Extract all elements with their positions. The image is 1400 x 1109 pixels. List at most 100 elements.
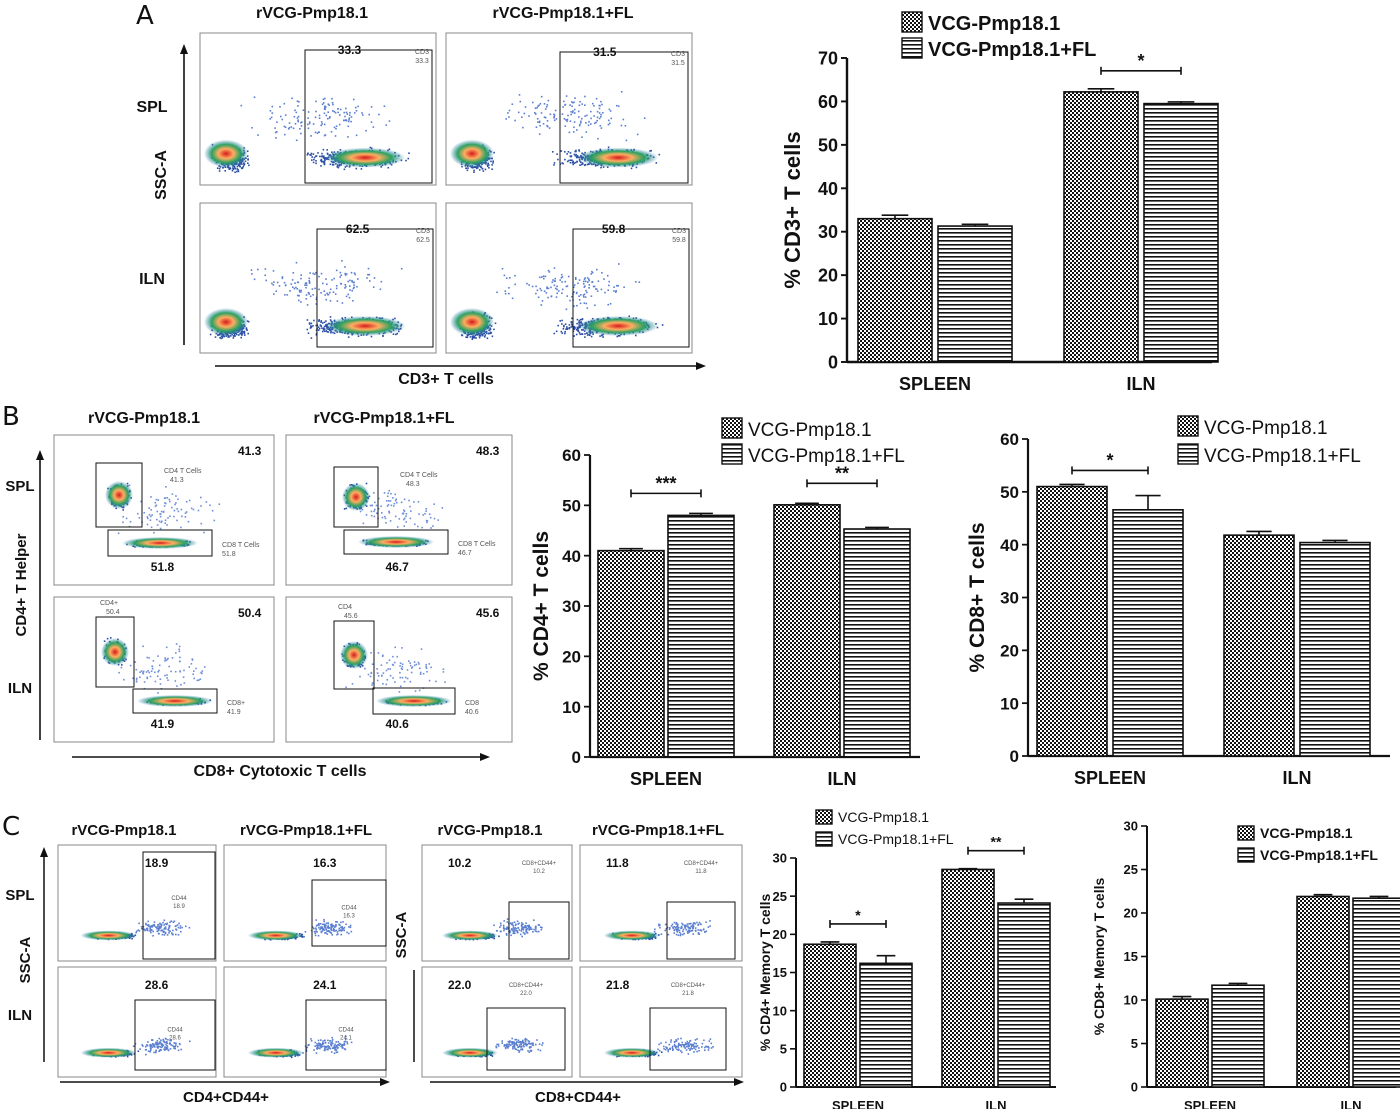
event-dot — [488, 167, 490, 169]
event-dot — [546, 286, 548, 288]
event-dot — [310, 135, 312, 137]
event-dot — [370, 121, 373, 123]
event-dot — [581, 333, 583, 335]
event-dot — [243, 332, 246, 335]
event-dot — [601, 103, 603, 106]
event-dot — [564, 125, 567, 127]
event-dot — [288, 126, 291, 129]
event-dot — [320, 155, 323, 158]
panel-letter-a: A — [136, 1, 154, 31]
event-dot — [522, 126, 524, 129]
event-dot — [571, 295, 573, 298]
event-dot — [564, 332, 566, 335]
event-dot — [251, 273, 253, 275]
event-dot — [344, 287, 346, 289]
event-dot — [598, 112, 601, 114]
event-dot — [578, 160, 581, 162]
event-dot — [314, 287, 316, 290]
event-dot — [327, 331, 330, 333]
event-dot — [310, 337, 313, 339]
event-dot — [326, 331, 329, 333]
event-dot — [236, 170, 238, 173]
event-dot — [539, 103, 542, 105]
event-dot — [578, 321, 580, 323]
event-dot — [304, 282, 307, 285]
event-dot — [237, 170, 240, 173]
event-dot — [322, 329, 325, 331]
event-dot — [466, 169, 469, 172]
event-dot — [184, 512, 187, 514]
event-dot — [318, 288, 320, 291]
event-dot — [489, 331, 492, 334]
density-hotspot — [578, 147, 659, 168]
event-dot — [492, 162, 494, 164]
event-dot — [600, 116, 602, 118]
event-dot — [187, 520, 190, 523]
event-dot — [630, 167, 633, 170]
event-dot — [493, 151, 495, 154]
event-dot — [574, 97, 576, 99]
event-dot — [561, 292, 563, 294]
event-dot — [578, 279, 581, 281]
event-dot — [305, 298, 308, 300]
event-dot — [335, 269, 338, 272]
event-dot — [578, 116, 580, 118]
event-dot — [615, 290, 617, 292]
event-dot — [560, 150, 563, 152]
event-dot — [351, 281, 353, 283]
density-hotspot — [450, 308, 494, 336]
event-dot — [336, 165, 339, 168]
event-dot — [333, 332, 336, 335]
event-dot — [269, 110, 272, 112]
event-dot — [593, 105, 595, 107]
event-dot — [271, 282, 273, 285]
event-dot — [159, 513, 162, 515]
event-dot — [396, 332, 398, 335]
event-dot — [157, 499, 159, 501]
event-dot — [658, 153, 661, 156]
event-dot — [265, 279, 267, 282]
event-dot — [395, 333, 397, 336]
gate-tag: CD3 — [671, 51, 685, 58]
event-dot — [325, 278, 327, 280]
event-dot — [473, 171, 475, 173]
event-dot — [318, 320, 320, 322]
event-dot — [588, 287, 590, 289]
event-dot — [320, 325, 322, 327]
event-dot — [125, 517, 128, 520]
event-dot — [574, 276, 577, 279]
event-dot — [320, 272, 323, 275]
event-dot — [507, 112, 509, 114]
event-dot — [295, 139, 298, 142]
event-dot — [345, 295, 348, 298]
event-dot — [579, 294, 582, 296]
event-dot — [308, 281, 311, 283]
event-dot — [552, 279, 554, 281]
event-dot — [554, 287, 557, 290]
event-dot — [160, 510, 163, 513]
event-dot — [320, 121, 323, 123]
event-dot — [585, 122, 587, 124]
event-dot — [607, 289, 609, 291]
event-dot — [514, 283, 516, 286]
event-dot — [590, 110, 592, 113]
event-dot — [575, 153, 577, 156]
event-dot — [586, 334, 589, 336]
event-dot — [545, 292, 548, 294]
event-dot — [344, 119, 347, 122]
event-dot — [607, 123, 610, 126]
event-dot — [225, 335, 228, 337]
gate-tag-value: 33.3 — [415, 58, 429, 65]
event-dot — [588, 334, 591, 336]
event-dot — [370, 335, 373, 338]
event-dot — [300, 125, 303, 127]
event-dot — [284, 294, 286, 296]
event-dot — [325, 106, 327, 108]
gate-value: 59.8 — [602, 222, 626, 236]
event-dot — [661, 324, 664, 326]
event-dot — [545, 106, 548, 108]
event-dot — [587, 124, 590, 127]
event-dot — [340, 274, 343, 276]
event-dot — [643, 117, 646, 119]
